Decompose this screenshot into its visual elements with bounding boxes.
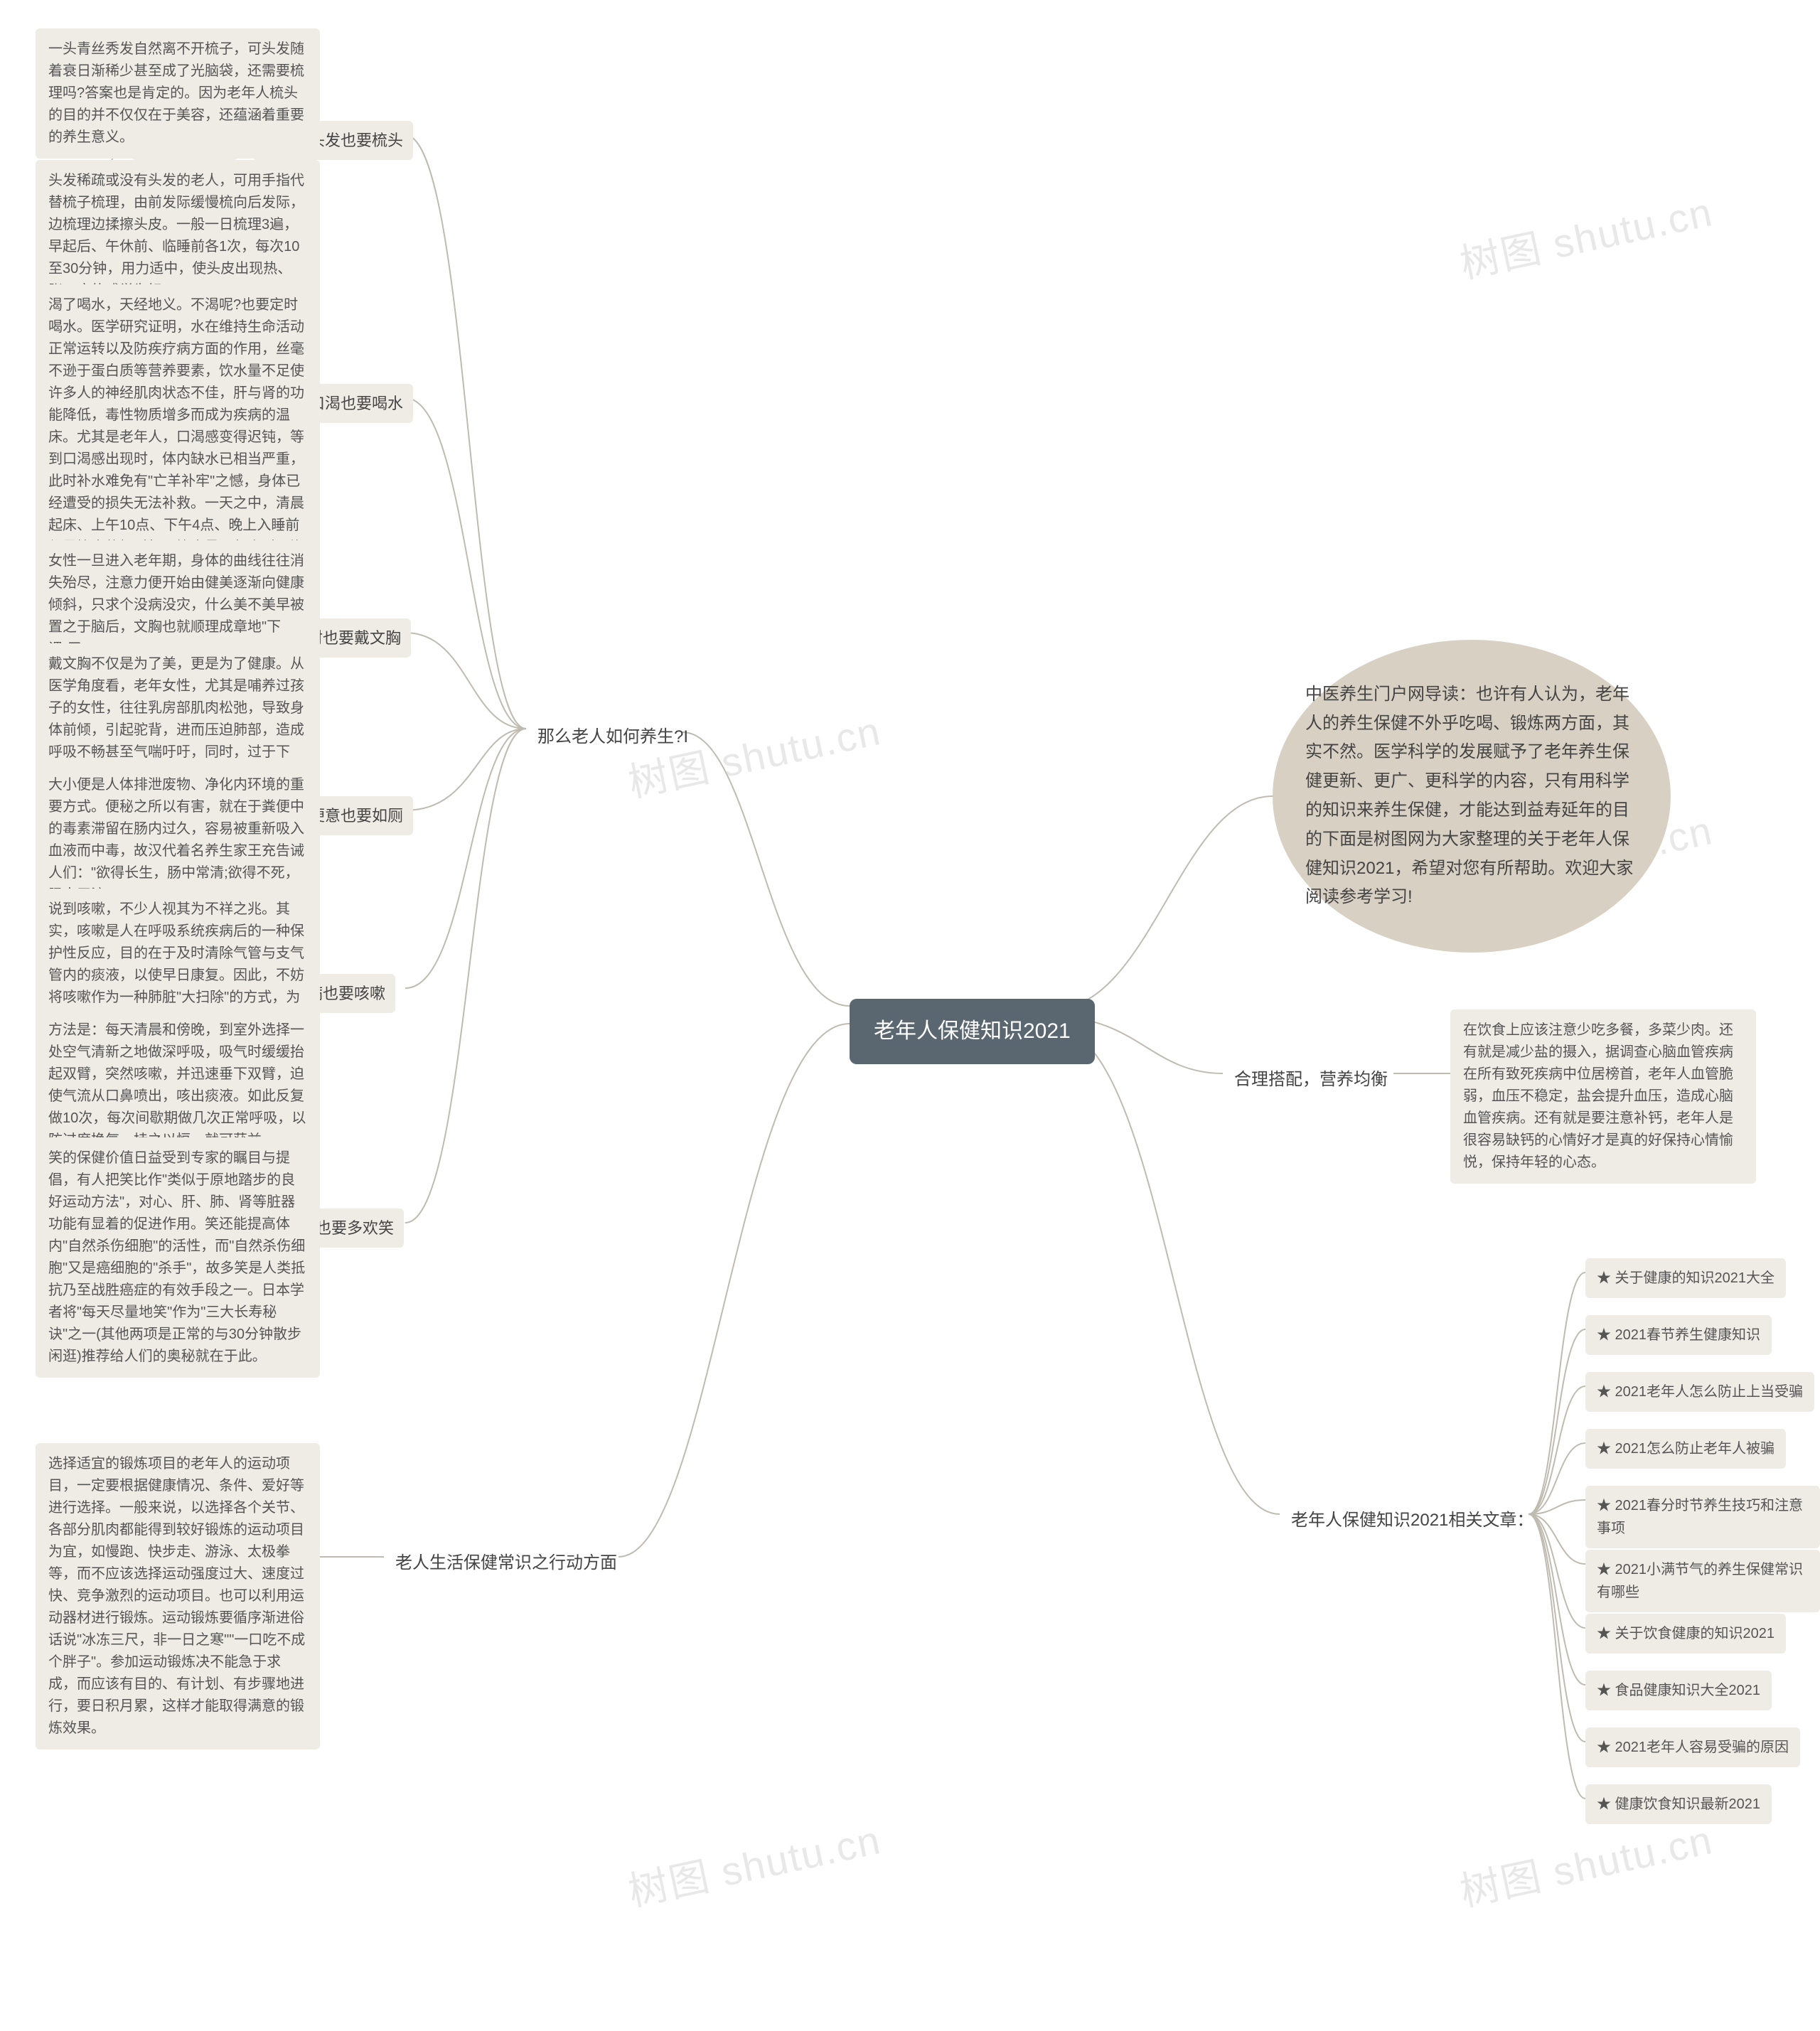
intro-node: 中医养生门户网导读：也许有人认为，老年人的养生保健不外乎吃喝、锻炼两方面，其实不… xyxy=(1273,640,1671,953)
branch-articles[interactable]: 老年人保健知识2021相关文章： xyxy=(1280,1500,1545,1541)
how-1-leaf-0: 一头青丝秀发自然离不开梳子，可头发随着衰日渐稀少甚至成了光脑袋，还需要梳理吗?答… xyxy=(36,28,320,159)
branch-life[interactable]: 老人生活保健常识之行动方面 xyxy=(384,1543,628,1584)
article-6[interactable]: ★ 关于饮食健康的知识2021 xyxy=(1585,1614,1786,1654)
article-3[interactable]: ★ 2021怎么防止老年人被骗 xyxy=(1585,1429,1786,1469)
branch-how[interactable]: 那么老人如何养生?I xyxy=(526,717,700,758)
balance-leaf: 在饮食上应该注意少吃多餐，多菜少肉。还有就是减少盐的摄入，据调查心脑血管疾病在所… xyxy=(1450,1009,1756,1184)
article-8[interactable]: ★ 2021老年人容易受骗的原因 xyxy=(1585,1727,1800,1767)
life-leaf: 选择适宜的锻炼项目的老年人的运动项目，一定要根据健康情况、条件、爱好等进行选择。… xyxy=(36,1443,320,1749)
article-0[interactable]: ★ 关于健康的知识2021大全 xyxy=(1585,1258,1786,1298)
how-6-leaf-0: 笑的保健价值日益受到专家的瞩目与提倡，有人把笑比作"类似于原地踏步的良好运动方法… xyxy=(36,1137,320,1378)
intro-text: 中医养生门户网导读：也许有人认为，老年人的养生保健不外乎吃喝、锻炼两方面，其实不… xyxy=(1305,680,1638,912)
article-4[interactable]: ★ 2021春分时节养生技巧和注意事项 xyxy=(1585,1486,1820,1548)
article-7[interactable]: ★ 食品健康知识大全2021 xyxy=(1585,1671,1772,1710)
watermark: 树图 shutu.cn xyxy=(1455,180,1718,289)
watermark: 树图 shutu.cn xyxy=(623,1808,886,1917)
root-node[interactable]: 老年人保健知识2021 xyxy=(850,999,1095,1064)
article-1[interactable]: ★ 2021春节养生健康知识 xyxy=(1585,1315,1772,1355)
article-9[interactable]: ★ 健康饮食知识最新2021 xyxy=(1585,1784,1772,1824)
branch-balance[interactable]: 合理搭配，营养均衡 xyxy=(1223,1059,1399,1100)
watermark: 树图 shutu.cn xyxy=(1455,1808,1718,1917)
article-2[interactable]: ★ 2021老年人怎么防止上当受骗 xyxy=(1585,1372,1814,1412)
article-5[interactable]: ★ 2021小满节气的养生保健常识有哪些 xyxy=(1585,1550,1820,1612)
